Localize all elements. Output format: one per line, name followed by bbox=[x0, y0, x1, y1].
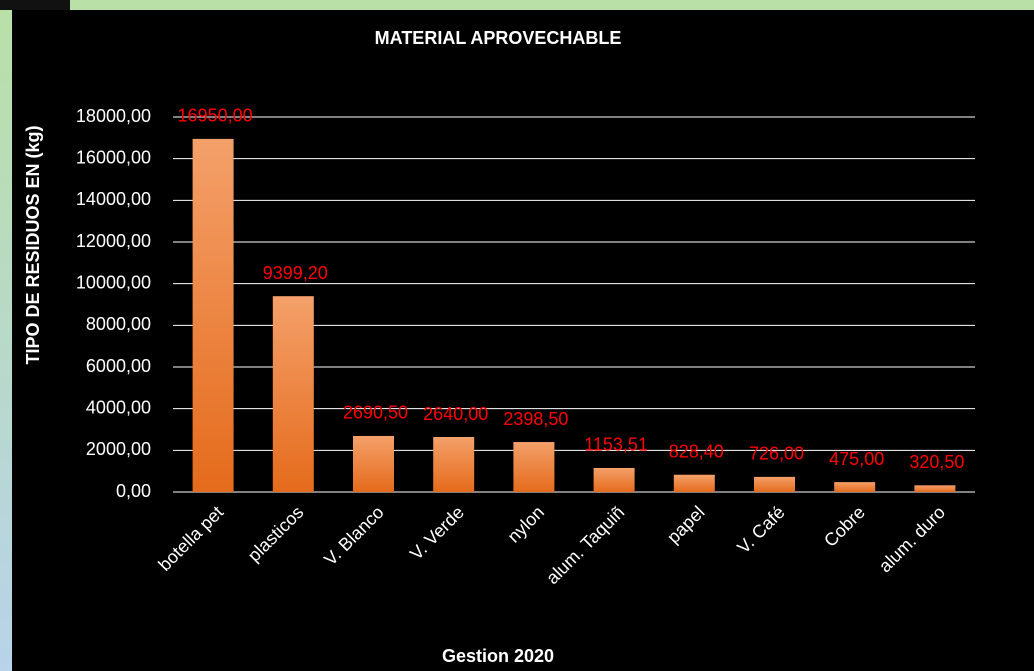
value-label: 2640,00 bbox=[423, 404, 488, 424]
y-tick-label: 0,00 bbox=[116, 481, 151, 501]
y-tick-label: 18000,00 bbox=[76, 106, 151, 126]
y-tick-label: 4000,00 bbox=[86, 397, 151, 417]
chart-title: MATERIAL APROVECHABLE bbox=[375, 28, 622, 48]
value-label: 475,00 bbox=[829, 449, 884, 469]
y-tick-label: 6000,00 bbox=[86, 356, 151, 376]
y-tick-label: 10000,00 bbox=[76, 272, 151, 292]
frame-left bbox=[0, 0, 12, 671]
y-tick-label: 16000,00 bbox=[76, 147, 151, 167]
bar bbox=[272, 296, 314, 492]
bar bbox=[593, 467, 635, 492]
y-tick-label: 14000,00 bbox=[76, 189, 151, 209]
value-label: 726,00 bbox=[749, 444, 804, 464]
bar bbox=[914, 485, 956, 492]
value-label: 2398,50 bbox=[503, 409, 568, 429]
frame-top bbox=[0, 0, 1034, 10]
bar bbox=[192, 138, 234, 492]
value-label: 9399,20 bbox=[263, 263, 328, 283]
bar bbox=[433, 437, 475, 492]
value-label: 828,40 bbox=[669, 441, 724, 461]
value-label: 1153,51 bbox=[584, 435, 648, 455]
y-tick-label: 8000,00 bbox=[86, 314, 151, 334]
y-axis-title: TIPO DE RESIDUOS EN (kg) bbox=[23, 125, 43, 364]
bar bbox=[834, 482, 876, 492]
bar bbox=[754, 476, 795, 492]
bar bbox=[353, 435, 394, 492]
y-tick-label: 12000,00 bbox=[76, 231, 151, 251]
y-tick-label: 2000,00 bbox=[86, 439, 151, 459]
frame-corner bbox=[0, 0, 70, 10]
value-label: 16950,00 bbox=[178, 106, 253, 126]
value-label: 2690,50 bbox=[343, 403, 408, 423]
bar bbox=[673, 474, 715, 492]
value-label: 320,50 bbox=[909, 452, 964, 472]
x-axis-title: Gestion 2020 bbox=[442, 646, 554, 666]
bar bbox=[513, 442, 555, 492]
